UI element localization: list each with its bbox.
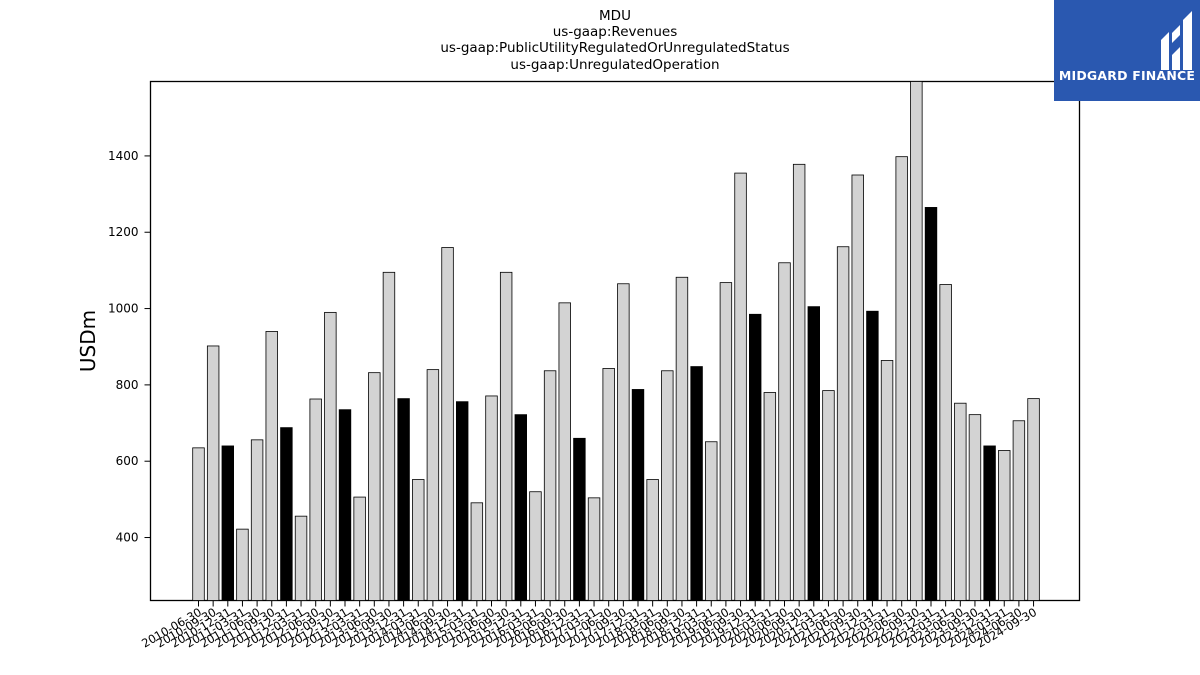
- bar-2011-03-31: [236, 528, 249, 601]
- y-tick-label: 1200: [108, 225, 139, 239]
- bar-2019-03-31: [705, 441, 718, 601]
- bar-2012-06-30: [309, 398, 322, 601]
- bar-2010-12-31: [221, 445, 235, 601]
- bar-2014-06-30: [426, 369, 440, 601]
- chart-title-line-3: us-gaap:PublicUtilityRegulatedOrUnregula…: [440, 40, 790, 56]
- bar-2016-12-31: [573, 437, 586, 601]
- bar-2022-12-31: [924, 207, 938, 601]
- brand-logo: MIDGARD FINANCE: [1054, 0, 1200, 101]
- y-tick-label: 600: [116, 454, 139, 468]
- bar-2020-06-30: [778, 262, 791, 601]
- bar-2022-09-30: [910, 81, 923, 601]
- bar-2024-03-31: [998, 450, 1011, 601]
- bar-2014-09-30: [441, 247, 454, 601]
- y-axis-label: USDm: [76, 310, 100, 372]
- bar-2011-06-30: [250, 439, 264, 601]
- bar-2020-12-31: [807, 306, 821, 601]
- bar-2024-09-30: [1027, 398, 1040, 601]
- y-tick-label: 800: [116, 378, 139, 392]
- bar-2023-03-31: [939, 284, 952, 601]
- bar-2017-09-30: [617, 283, 630, 601]
- bar-2014-12-31: [455, 401, 469, 601]
- bar-2014-03-31: [412, 479, 425, 601]
- bar-2010-06-30: [192, 447, 205, 601]
- bar-2017-06-30: [602, 368, 615, 601]
- bar-2021-09-30: [851, 174, 864, 601]
- bar-2015-06-30: [485, 395, 498, 601]
- bar-2019-12-31: [749, 313, 762, 601]
- bar-2021-12-31: [866, 310, 879, 601]
- bar-2021-06-30: [836, 246, 850, 601]
- bar-2019-06-30: [719, 282, 733, 601]
- bar-2024-06-30: [1012, 420, 1026, 601]
- x-axis: 2010-06-302010-09-302010-12-312011-03-31…: [139, 600, 1039, 651]
- bar-2018-09-30: [675, 276, 689, 601]
- bar-2023-09-30: [968, 414, 982, 601]
- bar-2010-09-30: [206, 345, 220, 601]
- bar-2011-09-30: [265, 331, 278, 601]
- bar-2013-06-30: [368, 372, 381, 601]
- bar-2018-06-30: [661, 370, 674, 601]
- bar-2018-12-31: [690, 366, 703, 601]
- bar-2012-03-31: [294, 515, 308, 601]
- bar-2012-12-31: [338, 409, 352, 601]
- bar-2015-03-31: [470, 502, 484, 601]
- bar-2016-06-30: [543, 370, 557, 601]
- chart-title-line-4: us-gaap:UnregulatedOperation: [510, 57, 720, 73]
- chart-title-line-1: MDU: [599, 8, 631, 24]
- bar-2018-03-31: [646, 479, 659, 601]
- midgard-m-logo-icon: [1161, 11, 1192, 70]
- y-axis: 400 600 800 1000 1200 1400: [108, 149, 151, 545]
- bar-2013-03-31: [353, 496, 366, 601]
- bar-2016-09-30: [558, 302, 571, 601]
- bar-2013-09-30: [382, 271, 396, 601]
- bar-2023-12-31: [983, 445, 996, 601]
- bar-2011-12-31: [280, 427, 293, 601]
- bar-group: [192, 81, 1040, 601]
- plot-frame: [149, 80, 1081, 602]
- y-tick-label: 1400: [108, 149, 139, 163]
- brand-logo-text: MIDGARD FINANCE: [1058, 68, 1196, 83]
- y-tick-label: 1000: [108, 302, 139, 316]
- bar-2023-06-30: [954, 402, 967, 601]
- bar-2017-03-31: [587, 497, 601, 601]
- bar-2020-09-30: [792, 163, 806, 601]
- bar-2015-09-30: [499, 271, 513, 601]
- bar-2015-12-31: [514, 414, 528, 601]
- bar-2021-03-31: [822, 390, 835, 601]
- bar-2022-06-30: [895, 156, 908, 601]
- bar-2016-03-31: [529, 491, 542, 601]
- bar-2013-12-31: [397, 398, 410, 601]
- bar-2019-09-30: [734, 172, 747, 601]
- bar-2022-03-31: [880, 360, 894, 601]
- bar-2017-12-31: [631, 389, 645, 601]
- bar-2020-03-31: [763, 392, 777, 601]
- chart-title-line-2: us-gaap:Revenues: [552, 24, 678, 40]
- bar-2012-09-30: [324, 311, 337, 601]
- y-tick-label: 400: [116, 531, 139, 545]
